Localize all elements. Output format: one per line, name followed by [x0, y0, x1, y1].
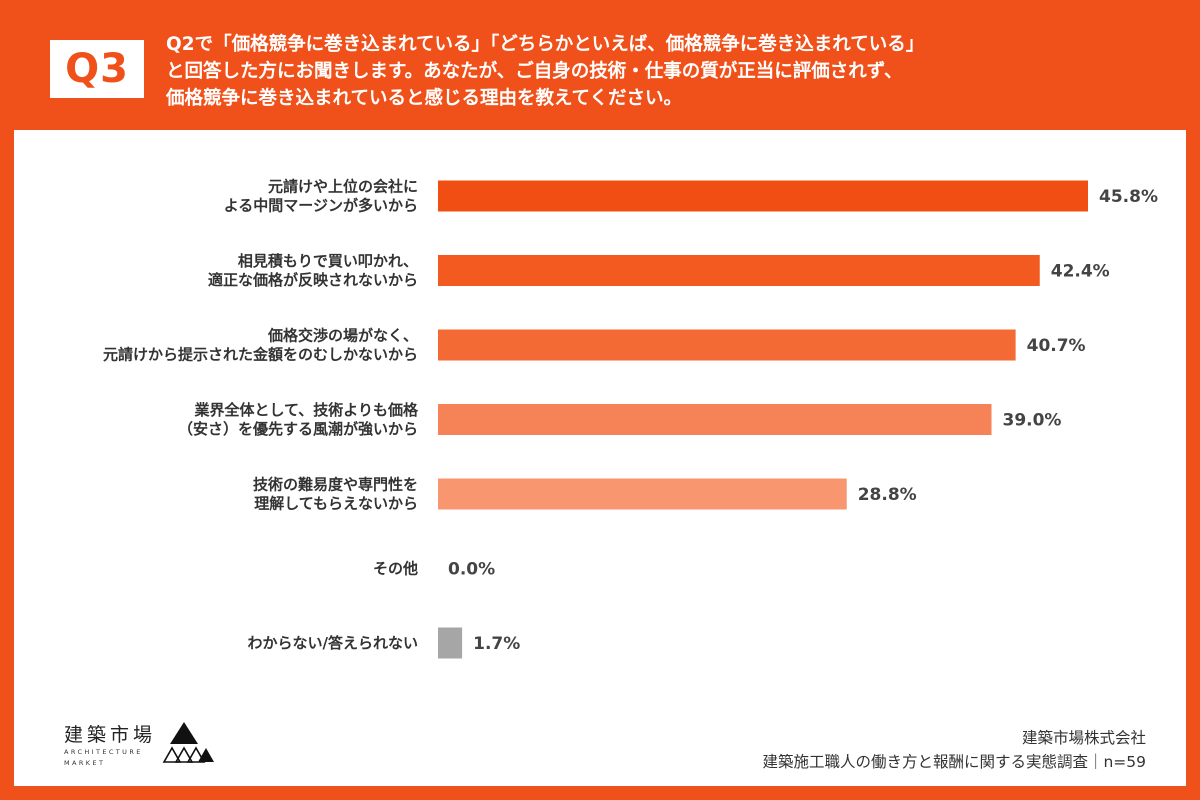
- category-label-line: その他: [373, 560, 418, 578]
- chart-panel: 元請けや上位の会社による中間マージンが多いから 45.8% 相見積もりで買い叩かれ、…: [14, 130, 1186, 786]
- question-badge: Q3: [50, 40, 144, 98]
- category-label: 元請けや上位の会社による中間マージンが多いから: [224, 178, 418, 215]
- value-label: 40.7%: [1027, 336, 1086, 356]
- value-label: 42.4%: [1051, 262, 1110, 282]
- question-line-3: 価格競争に巻き込まれていると感じる理由を教えてください。: [166, 88, 682, 109]
- category-label-line: 理解してもらえないから: [254, 495, 418, 513]
- footer-survey: 建築施工職人の働き方と報酬に関する実態調査｜n=59: [762, 753, 1146, 771]
- value-label: 45.8%: [1099, 187, 1158, 207]
- category-label-line: 技術の難易度や専門性を: [253, 476, 418, 494]
- category-label-line: （安さ）を優先する風潮が強いから: [178, 420, 418, 438]
- category-label-line: 元請けから提示された金額をのむしかないから: [103, 346, 418, 364]
- category-label-line: 業界全体として、技術よりも価格: [193, 401, 419, 419]
- logo-sub-architecture: ARCHITECTURE: [64, 748, 143, 756]
- question-text: Q2で「価格競争に巻き込まれている」「どちらかといえば、価格競争に巻き込まれてい…: [166, 31, 1176, 112]
- value-label: 0.0%: [448, 560, 495, 580]
- logo-mountain-icon: [162, 722, 214, 763]
- question-line-2: と回答した方にお聞きします。あなたが、ご自身の技術・仕事の質が正当に評価されず、: [166, 61, 903, 82]
- logo-sub-market: MARKET: [64, 759, 106, 767]
- category-label: 価格交渉の場がなく、元請けから提示された金額をのむしかないから: [103, 327, 418, 364]
- value-label: 39.0%: [1002, 411, 1061, 431]
- logo-name: 建築市場: [64, 724, 157, 746]
- bar: [438, 404, 992, 435]
- bar: [438, 255, 1040, 286]
- footer: 建築市場株式会社 建築施工職人の働き方と報酬に関する実態調査｜n=59: [762, 726, 1146, 774]
- value-label: 28.8%: [858, 485, 917, 505]
- category-label-line: 元請けや上位の会社に: [268, 178, 418, 196]
- footer-company: 建築市場株式会社: [1021, 729, 1146, 747]
- category-label: わからない/答えられない: [248, 634, 418, 652]
- category-label: その他: [373, 560, 418, 578]
- category-label-line: 適正な価格が反映されないから: [208, 271, 418, 289]
- category-label-line: 相見積もりで買い叩かれ、: [238, 252, 418, 270]
- category-label: 業界全体として、技術よりも価格（安さ）を優先する風潮が強いから: [178, 401, 419, 438]
- question-line-1: Q2で「価格競争に巻き込まれている」「どちらかといえば、価格競争に巻き込まれてい…: [166, 34, 925, 55]
- category-label-line: 価格交渉の場がなく、: [267, 327, 418, 345]
- category-label: 技術の難易度や専門性を理解してもらえないから: [253, 476, 418, 513]
- bar: [438, 627, 463, 659]
- category-label: 相見積もりで買い叩かれ、適正な価格が反映されないから: [208, 252, 418, 289]
- company-logo: 建築市場 ARCHITECTURE MARKET: [64, 718, 224, 774]
- bar: [438, 478, 847, 510]
- category-label-line: よる中間マージンが多いから: [224, 197, 418, 215]
- bar-chart: 元請けや上位の会社による中間マージンが多いから 45.8% 相見積もりで買い叩かれ、…: [103, 178, 1158, 659]
- bar: [438, 329, 1016, 361]
- header-banner: Q3 Q2で「価格競争に巻き込まれている」「どちらかといえば、価格競争に巻き込ま…: [0, 0, 1200, 130]
- category-label-line: わからない/答えられない: [248, 634, 418, 652]
- value-label: 1.7%: [473, 634, 520, 654]
- bar: [438, 180, 1088, 212]
